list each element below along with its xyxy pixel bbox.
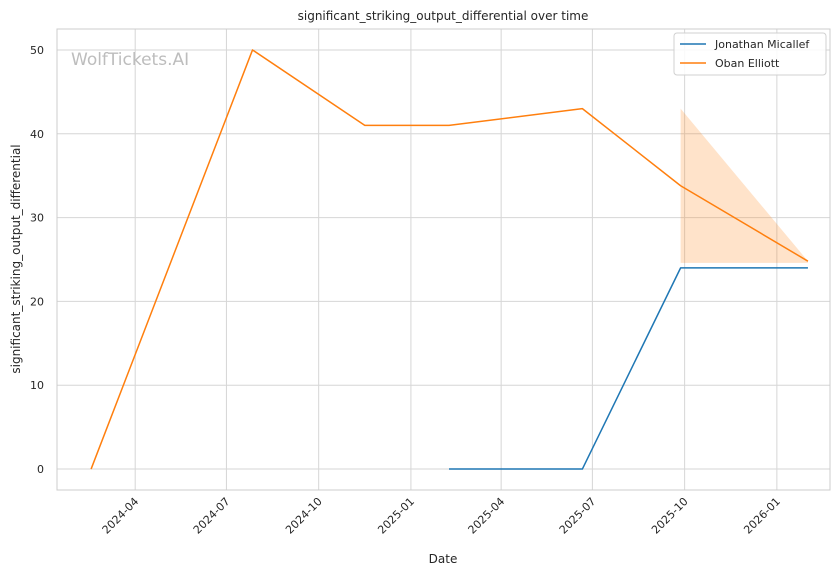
- y-tick-label: 40: [30, 128, 44, 141]
- legend: Jonathan Micallef Oban Elliott: [673, 32, 827, 76]
- y-axis-label: significant_striking_output_differential: [9, 144, 23, 373]
- x-tick-label: 2024-04: [100, 495, 142, 537]
- x-tick-label: 2025-10: [649, 495, 691, 537]
- x-tick-label: 2025-01: [375, 495, 417, 537]
- plot-area: [56, 28, 831, 491]
- x-axis-label: Date: [429, 552, 458, 566]
- x-tick-label: 2026-01: [741, 495, 783, 537]
- watermark-text: WolfTickets.AI: [71, 50, 189, 70]
- legend-box: [673, 32, 827, 76]
- band-oban-elliott: [680, 108, 808, 263]
- x-tick-label: 2024-07: [191, 495, 233, 537]
- y-tick-label: 20: [30, 295, 44, 308]
- x-tick-label: 2025-04: [466, 495, 508, 537]
- legend-label-oban-elliott: Oban Elliott: [715, 57, 780, 70]
- series-lines: [90, 49, 809, 470]
- chart-title: significant_striking_output_differential…: [298, 9, 589, 23]
- x-axis-ticks: 2024-04 2024-07 2024-10 2025-01 2025-04 2025-…: [100, 495, 783, 537]
- y-tick-label: 10: [30, 379, 44, 392]
- series-line-jonathan-micallef: [449, 267, 808, 470]
- series-line-oban-elliott: [90, 49, 809, 470]
- x-tick-label: 2024-10: [283, 495, 325, 537]
- y-tick-label: 30: [30, 212, 44, 225]
- x-tick-label: 2025-07: [557, 495, 599, 537]
- legend-label-jonathan-micallef: Jonathan Micallef: [714, 38, 810, 51]
- y-axis-ticks: 0 10 20 30 40 50: [30, 44, 44, 476]
- confidence-bands: [680, 108, 808, 263]
- y-tick-label: 0: [37, 463, 44, 476]
- y-tick-label: 50: [30, 44, 44, 57]
